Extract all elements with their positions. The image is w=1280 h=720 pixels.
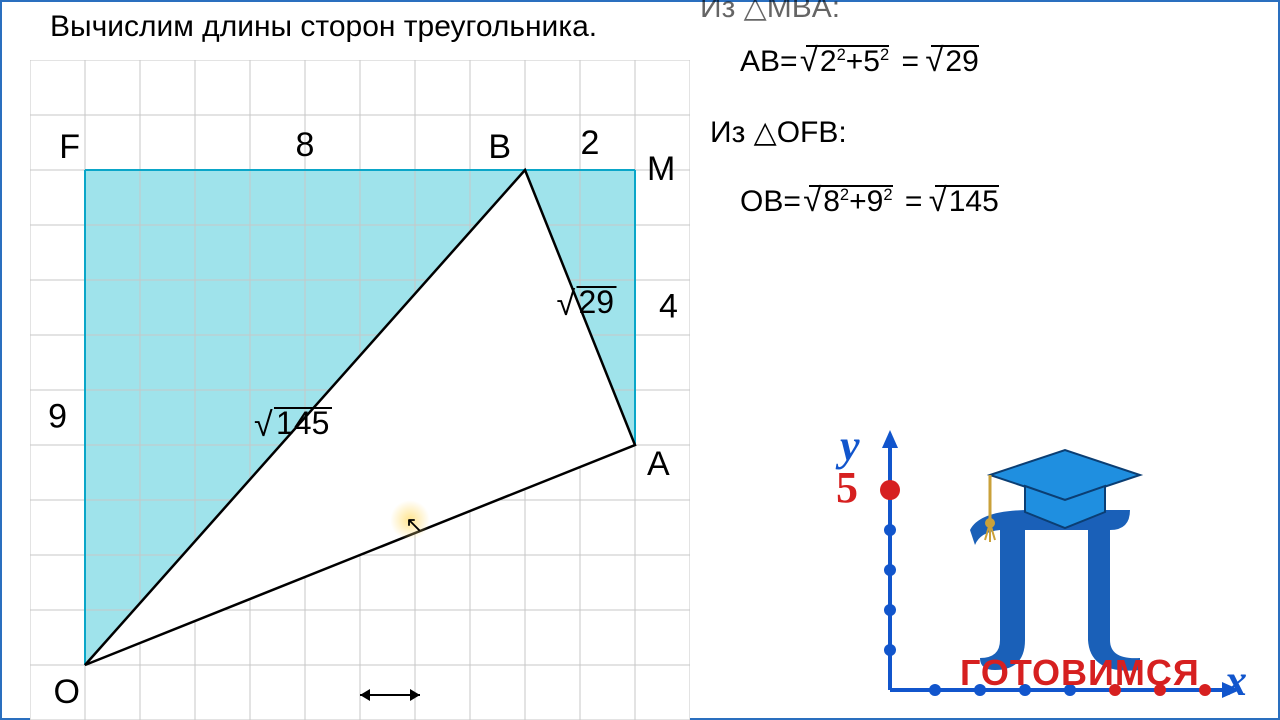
svg-text:B: B — [488, 128, 511, 166]
equation-ob: OB= 82+92 = 145 — [740, 185, 999, 219]
from-ofb-text: Из △OFB: — [710, 116, 847, 149]
ab-radical-res: 29 — [931, 45, 978, 77]
ob-radical-1: 82+92 — [809, 185, 892, 217]
from-mba-text: Из △MBA: — [700, 0, 840, 24]
svg-text:A: A — [647, 445, 670, 483]
svg-text:4: 4 — [659, 288, 678, 326]
ab-radical-1: 22+52 — [806, 45, 889, 77]
logo-block: y 5 ГОТОВИМСЯ x — [830, 420, 1260, 710]
svg-text:8: 8 — [296, 126, 315, 164]
equation-ab: AB= 22+52 = 29 — [740, 45, 979, 79]
svg-text:O: O — [54, 673, 80, 711]
x-axis-label: x — [1225, 655, 1247, 706]
ob-eq: = — [901, 185, 927, 218]
ob-lhs: OB= — [740, 185, 801, 218]
geometry-diagram: FBMAO8249√145√29 — [30, 60, 690, 720]
five-label: 5 — [836, 462, 858, 513]
svg-text:F: F — [59, 128, 80, 166]
from-mba-label: Из △MBA: — [700, 0, 840, 25]
ab-eq: = — [898, 45, 924, 78]
svg-text:145: 145 — [276, 405, 329, 441]
svg-text:2: 2 — [581, 124, 600, 162]
cursor-arrow-icon: ↖ — [405, 512, 423, 538]
ab-lhs: AB= — [740, 45, 798, 78]
page-title: Вычислим длины сторон треугольника. — [50, 10, 597, 44]
ob-radical-res: 145 — [935, 185, 999, 217]
gotovimsya-text: ГОТОВИМСЯ — [960, 652, 1200, 694]
from-ofb-label: Из △OFB: — [710, 115, 847, 150]
svg-text:√: √ — [254, 406, 273, 444]
svg-text:29: 29 — [579, 284, 615, 320]
svg-text:√: √ — [557, 285, 576, 323]
svg-text:9: 9 — [48, 398, 67, 436]
svg-text:M: M — [647, 150, 675, 188]
